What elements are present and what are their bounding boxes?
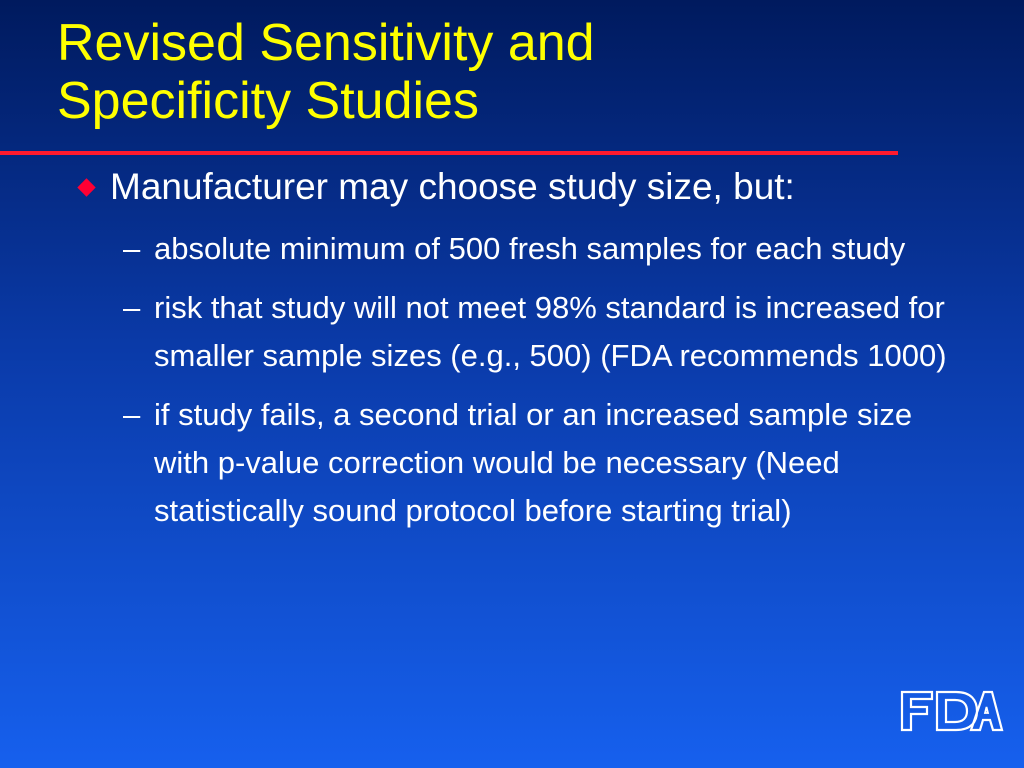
slide-title: Revised Sensitivity and Specificity Stud… xyxy=(57,14,937,130)
sub-bullet-item: – risk that study will not meet 98% stan… xyxy=(123,284,1004,380)
dash-marker: – xyxy=(123,231,141,266)
sub-bullet-text: risk that study will not meet 98% standa… xyxy=(154,290,947,373)
slide-title-line-2: Specificity Studies xyxy=(57,72,479,130)
sub-bullet-item: – if study fails, a second trial or an i… xyxy=(123,391,969,535)
sub-bullet-item: – absolute minimum of 500 fresh samples … xyxy=(123,225,984,273)
sub-bullet-text: if study fails, a second trial or an inc… xyxy=(154,397,913,528)
fda-logo-icon xyxy=(900,690,1004,732)
main-bullet-text: Manufacturer may choose study size, but: xyxy=(110,166,795,207)
red-diamond-icon xyxy=(77,178,96,197)
slide-title-line-1: Revised Sensitivity and xyxy=(57,14,595,72)
dash-marker: – xyxy=(123,290,141,325)
sub-bullet-list: – absolute minimum of 500 fresh samples … xyxy=(123,225,973,546)
dash-marker: – xyxy=(123,397,141,432)
title-divider xyxy=(0,151,898,155)
sub-bullet-text: absolute minimum of 500 fresh samples fo… xyxy=(154,231,906,266)
